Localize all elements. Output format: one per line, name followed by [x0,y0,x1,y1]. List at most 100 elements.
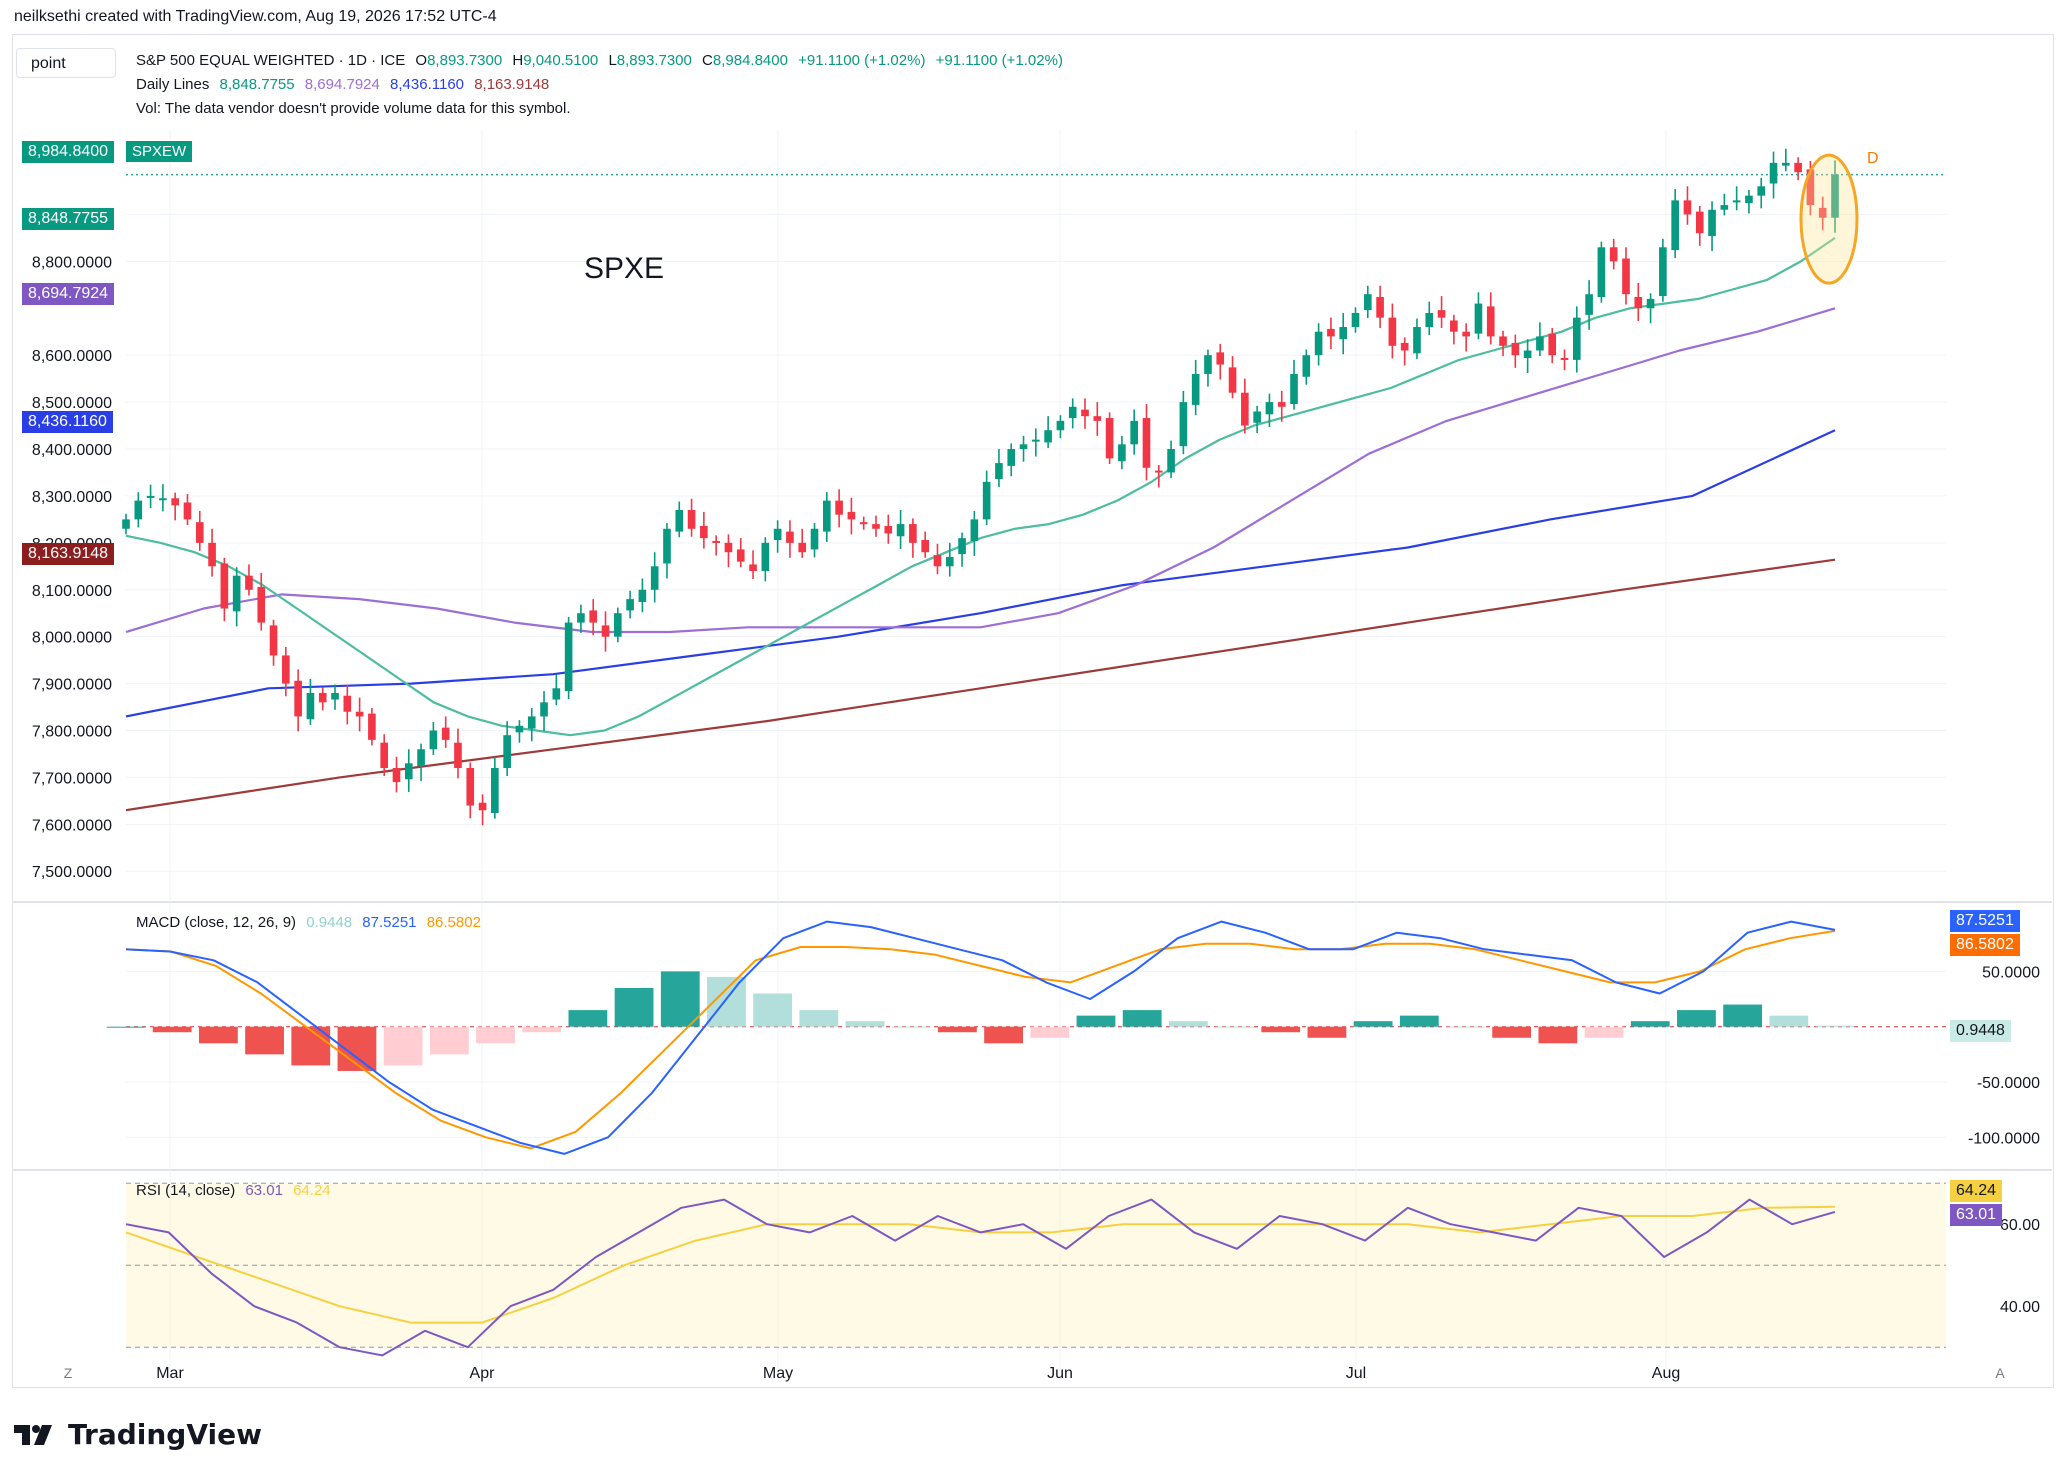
close-value: 8,984.8400 [712,52,788,69]
candle-body [1548,333,1557,356]
candle-body [343,695,352,712]
candle-body [1302,355,1311,377]
candle-body [1241,392,1249,426]
macd-histogram-bar [476,1026,515,1044]
point-button[interactable]: point [16,48,116,78]
candle-body [663,528,671,564]
candle-body [540,702,548,717]
candle-body [1118,444,1126,462]
macd-histogram-bar [891,1026,931,1028]
candle-body [454,742,462,769]
candle-body [134,500,143,520]
macd-histogram-bar [383,1026,423,1066]
candle-body [318,692,327,703]
candle-body [331,692,339,700]
macd-histogram-bar [106,1026,146,1028]
candle-body [1191,373,1200,405]
month-label: Aug [1652,1365,1680,1382]
candle-body [380,742,389,769]
candle-body [970,519,979,541]
candle-body [1068,406,1077,419]
macd-histogram-bar [660,971,700,1027]
candle-body [1572,317,1581,360]
dl3-value: 8,436.1160 [390,76,465,93]
tradingview-logo-icon [14,1424,52,1445]
macd-label: MACD (close, 12, 26, 9) [136,914,297,931]
rsi-legend: RSI (14, close) 63.01 64.24 [136,1182,337,1199]
candle-body [982,481,991,520]
candle-body [810,528,819,550]
candle-body [884,525,893,534]
candle-body [478,802,487,811]
candle-body [1708,209,1716,237]
candle-body [1228,367,1237,393]
candle-body [1044,430,1052,443]
hist-tag: 0.9448 [1950,1020,2011,1042]
candle-body [847,511,856,520]
scroll-left-button[interactable]: Z [64,1365,73,1381]
candle-body [245,575,253,590]
candle-body [1339,327,1348,340]
low-label: L [608,52,617,69]
daily-lines-legend: Daily Lines 8,848.7755 8,694.7924 8,436.… [136,76,555,93]
change-value-2: +91.1100 (+1.02%) [935,52,1063,69]
macd-signal-line [125,929,1836,1150]
candle-body [1511,342,1520,356]
macd-histogram-bar [938,1026,977,1033]
candle-body [1081,409,1089,417]
rsi-line [125,1198,1836,1357]
symbol-legend: S&P 500 EQUAL WEIGHTED · 1D · ICE O8,893… [136,52,1069,69]
price-tick-label: 8,600.0000 [32,348,112,365]
candle-body [1327,328,1335,337]
price-tick-label: 7,700.0000 [32,770,112,787]
candle-body [1634,297,1643,309]
candle-body [417,749,425,767]
rsi-value: 63.01 [245,1182,283,1199]
candle-body [429,730,438,750]
candle-body [1831,174,1839,218]
candle-body [601,625,610,637]
high-value: 9,040.5100 [523,52,599,69]
candle-body [404,763,413,780]
chart-frame[interactable] [12,34,2054,1388]
candle-body [122,519,130,529]
macd-histogram-bar [1538,1026,1578,1044]
candle-body [1032,439,1040,442]
candle-body [1204,355,1212,374]
candle-body [1769,162,1778,184]
volume-note: Vol: The data vendor doesn't provide vol… [136,100,571,117]
candle-body [1450,320,1458,332]
candle-body [1560,358,1569,360]
macd-histogram-bar [1399,1015,1439,1027]
macd-histogram-bar [198,1026,238,1044]
candle-body [1597,247,1606,298]
macd-histogram-bar [1630,1021,1670,1027]
candle-body [1695,211,1704,234]
candle-body [1474,303,1483,334]
candle-body [355,711,364,717]
candle-body [1265,402,1274,415]
symbol-name: S&P 500 EQUAL WEIGHTED · 1D · ICE [136,52,406,69]
candle-body [195,522,204,543]
candle-body [1105,418,1114,459]
macd-histogram-bar [568,1010,608,1027]
month-label: Jul [1346,1365,1366,1382]
macd-histogram-bar [1769,1015,1809,1027]
candle-body [1290,373,1298,404]
candle-body [1683,200,1692,215]
candle-body [220,563,229,609]
ma3-tag: 8,436.1160 [22,411,113,433]
candle-body [835,500,843,515]
candle-body [786,531,794,543]
price-tick-label: 8,000.0000 [32,630,112,647]
macd-histogram-bar [799,1010,839,1027]
tradingview-logo[interactable]: TradingView [14,1418,262,1451]
auto-scale-button[interactable]: A [1995,1365,2005,1381]
price-tick-label: 7,900.0000 [32,677,112,694]
candle-body [1462,331,1470,337]
macd-histogram-bar [1261,1026,1301,1033]
last-price-tag: 8,984.8400 [22,141,115,163]
macd-histogram-bar [614,987,654,1027]
macd-histogram-bar [522,1026,562,1033]
